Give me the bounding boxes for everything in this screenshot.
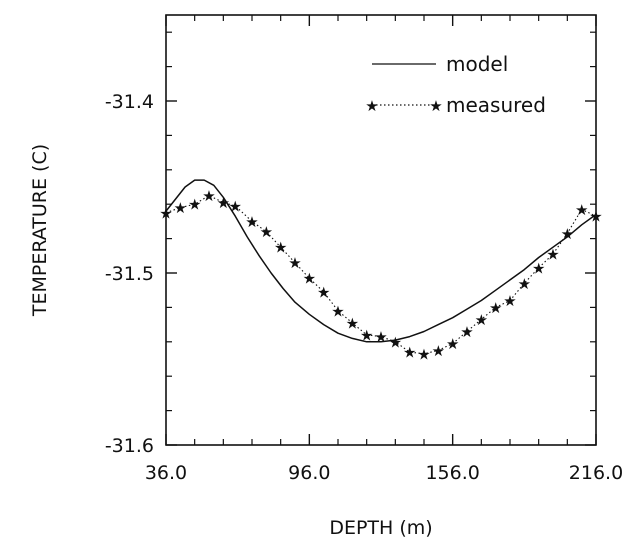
axis-ticks (165, 15, 597, 446)
y-axis-title: TEMPERATURE (C) (29, 144, 51, 317)
measured-point: ★ (389, 333, 402, 351)
measured-point: ★ (174, 199, 187, 217)
measured-point: ★ (589, 208, 602, 226)
measured-point: ★ (503, 292, 516, 310)
measured-point: ★ (374, 328, 387, 346)
measured-point: ★ (188, 196, 201, 214)
legend-model-label: model (446, 52, 508, 76)
y-tick-label: -31.5 (105, 263, 154, 285)
series-line-model (165, 179, 597, 343)
measured-point: ★ (561, 225, 574, 243)
measured-point: ★ (546, 246, 559, 264)
y-tick-label: -31.4 (105, 91, 154, 113)
measured-point: ★ (217, 194, 230, 212)
measured-point: ★ (346, 314, 359, 332)
measured-point: ★ (317, 283, 330, 301)
measured-point: ★ (229, 197, 242, 215)
measured-point: ★ (460, 323, 473, 341)
tick-labels: 36.0 96.0 156.0 216.0 -31.4 -31.5 -31.6 (105, 91, 623, 484)
measured-point: ★ (575, 201, 588, 219)
measured-point: ★ (288, 254, 301, 272)
measured-point: ★ (360, 326, 373, 344)
y-tick-label: -31.6 (105, 435, 154, 457)
measured-point: ★ (489, 299, 502, 317)
measured-point: ★ (159, 204, 172, 222)
measured-point: ★ (331, 302, 344, 320)
measured-point: ★ (202, 187, 215, 205)
measured-point: ★ (274, 239, 287, 257)
plot-frame (165, 14, 597, 446)
measured-point: ★ (432, 342, 445, 360)
x-tick-label: 96.0 (288, 462, 330, 484)
x-tick-label: 156.0 (425, 462, 479, 484)
measured-point: ★ (260, 223, 273, 241)
measured-point: ★ (475, 311, 488, 329)
measured-point: ★ (417, 345, 430, 363)
legend-measured-star-left: ★ (365, 97, 378, 115)
x-tick-label: 36.0 (145, 462, 187, 484)
measured-point: ★ (303, 270, 316, 288)
measured-point: ★ (245, 213, 258, 231)
legend-measured-star-right: ★ (429, 97, 442, 115)
measured-point: ★ (518, 275, 531, 293)
series-layer: ★ ★ ★ ★ ★★★★★★★★★★★ ★ ★★ ★ ★ ★★★★ ★★★★★★ ★ (159, 179, 603, 363)
legend-measured-label: measured (446, 93, 546, 117)
measured-point: ★ (403, 344, 416, 362)
legend: model ★ ★ measured (365, 52, 546, 117)
measured-point: ★ (446, 335, 459, 353)
measured-point: ★ (532, 259, 545, 277)
x-tick-label: 216.0 (569, 462, 623, 484)
x-axis-title: DEPTH (m) (329, 517, 432, 539)
